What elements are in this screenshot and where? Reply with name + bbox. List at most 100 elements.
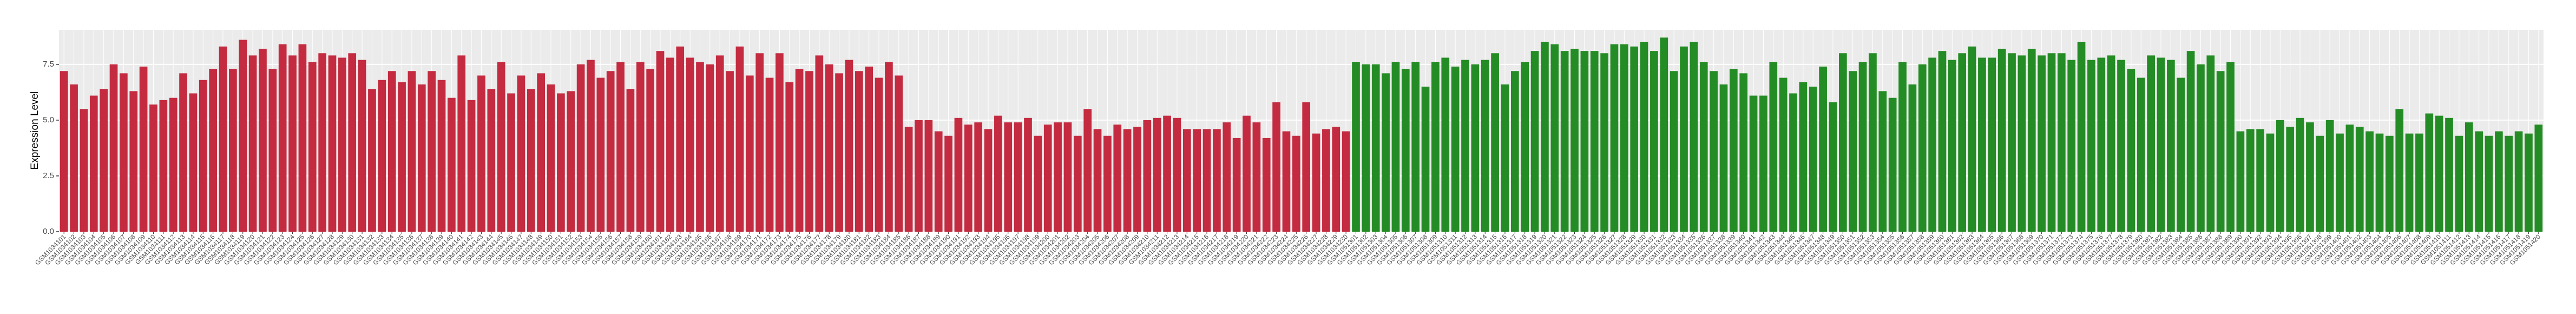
bar	[2027, 49, 2036, 232]
bar	[80, 109, 88, 232]
bar	[1580, 51, 1589, 232]
bar	[825, 64, 833, 232]
bar	[2276, 120, 2284, 232]
bar	[2117, 60, 2125, 232]
bar	[1838, 53, 1847, 232]
bar	[934, 131, 943, 232]
bar	[1829, 102, 1837, 232]
bar	[1103, 135, 1112, 232]
bar	[219, 46, 227, 232]
bar	[278, 44, 287, 232]
bar	[2197, 64, 2205, 232]
bar	[159, 100, 168, 232]
bar	[1202, 129, 1211, 232]
bar	[1590, 51, 1599, 232]
bar	[1739, 73, 1748, 232]
bar	[785, 82, 794, 232]
bar	[288, 55, 297, 232]
bar	[1223, 122, 1231, 232]
bar	[2038, 55, 2046, 232]
bar	[527, 89, 535, 232]
bar	[1630, 46, 1639, 232]
bar	[606, 71, 615, 232]
bar	[2286, 127, 2295, 232]
bar	[2077, 42, 2086, 232]
bar	[248, 55, 257, 232]
bar	[1451, 67, 1460, 232]
y-tick-label: 7.5	[43, 60, 54, 69]
bar	[2147, 55, 2155, 232]
bar	[805, 71, 813, 232]
bar	[1441, 57, 1450, 232]
bar	[1719, 84, 1728, 232]
bar	[1530, 51, 1539, 232]
bar	[2127, 69, 2135, 232]
bar	[2167, 60, 2175, 232]
y-axis-label: Expression Level	[29, 91, 41, 170]
bar	[437, 80, 446, 232]
bar	[1988, 57, 1996, 232]
bar	[120, 73, 128, 232]
bar	[676, 46, 685, 232]
bar	[2296, 117, 2304, 232]
bar	[1789, 93, 1797, 232]
bar	[835, 73, 843, 232]
bar	[2405, 133, 2414, 232]
bar	[1272, 102, 1280, 232]
bar	[338, 57, 346, 232]
bar	[1779, 77, 1788, 232]
bar	[2485, 135, 2493, 232]
bar	[547, 84, 555, 232]
bar	[1759, 95, 1767, 232]
bar	[100, 89, 108, 232]
bar	[1958, 53, 1967, 232]
bar	[1004, 122, 1013, 232]
bar	[2495, 131, 2503, 232]
bar	[1024, 117, 1032, 232]
bar	[537, 73, 545, 232]
bar	[2365, 131, 2374, 232]
bar	[1799, 82, 1808, 232]
bar	[1560, 51, 1569, 232]
bar	[1401, 69, 1410, 232]
bar	[1650, 51, 1658, 232]
bar	[507, 93, 515, 232]
bar	[2137, 77, 2145, 232]
bar	[964, 125, 972, 232]
bar	[1670, 71, 1678, 232]
bar	[1471, 64, 1480, 232]
bar	[924, 120, 933, 232]
bar	[1282, 131, 1291, 232]
bar	[954, 117, 963, 232]
bar	[2058, 53, 2066, 232]
bar	[60, 71, 68, 232]
bar	[1054, 122, 1062, 232]
bar	[1918, 64, 1927, 232]
bar	[994, 115, 1002, 232]
bar	[557, 93, 565, 232]
bar	[2514, 131, 2523, 232]
bar	[1093, 129, 1102, 232]
bar	[328, 55, 337, 232]
bar	[1898, 62, 1907, 232]
bar	[2256, 129, 2264, 232]
bar	[1640, 42, 1648, 232]
bar	[895, 75, 903, 232]
bar	[1819, 67, 1827, 232]
bar	[567, 91, 575, 232]
bar	[626, 89, 635, 232]
bar	[2525, 133, 2533, 232]
bar	[259, 49, 267, 232]
bar	[1888, 97, 1897, 232]
bar	[1043, 125, 1052, 232]
bar	[1232, 138, 1241, 232]
bar	[1541, 42, 1549, 232]
bar	[1878, 91, 1887, 232]
bar	[1521, 62, 1529, 232]
bar	[298, 44, 307, 232]
bar	[1849, 71, 1857, 232]
bar	[1391, 62, 1400, 232]
bar	[358, 60, 366, 232]
bar	[1600, 53, 1608, 232]
